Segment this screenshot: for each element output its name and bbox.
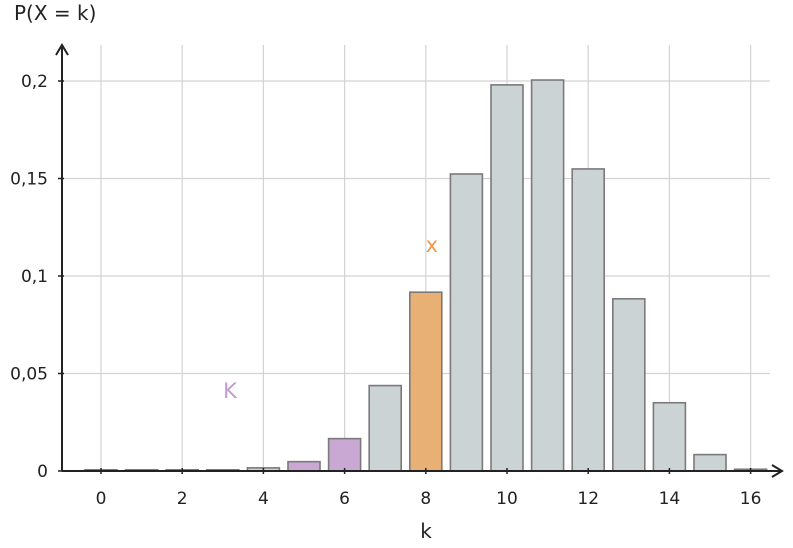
y-tick-label-1: 0,05 — [10, 365, 48, 385]
bar-k-8 — [408, 291, 443, 472]
bar-k-12 — [571, 168, 606, 472]
y-tick-label-0: 0 — [37, 462, 48, 482]
x-axis-arrow-icon — [771, 464, 784, 478]
bar-k-10 — [490, 84, 524, 472]
x-tick-label-14: 14 — [659, 489, 681, 509]
bar-k-13 — [611, 298, 646, 472]
x-tick-label-8: 8 — [420, 489, 431, 509]
bar-k-6 — [327, 437, 362, 472]
bar-k-11 — [530, 79, 565, 472]
x-tick-label-10: 10 — [496, 489, 518, 509]
bar-k-9 — [449, 173, 484, 472]
x-tick-label-4: 4 — [258, 489, 269, 509]
y-tick-label-2: 0,1 — [21, 267, 48, 287]
bar-k-7 — [368, 384, 403, 472]
x-tick-label-0: 0 — [96, 489, 107, 509]
bar-k-15 — [693, 453, 727, 472]
k-annotation: K — [223, 379, 238, 403]
x-tick-labels: 0 2 4 6 8 10 12 14 16 — [96, 468, 762, 509]
bar-k-14 — [652, 401, 687, 472]
x-tick-label-6: 6 — [339, 489, 350, 509]
y-tick-label-4: 0,2 — [21, 72, 48, 92]
y-axis-label: P(X = k) — [14, 1, 96, 25]
x-axis-label: k — [420, 519, 432, 543]
y-axis-arrow-icon — [55, 43, 69, 56]
y-tick-label-3: 0,15 — [10, 170, 48, 190]
y-tick-labels: 0 0,05 0,1 0,15 0,2 — [10, 72, 64, 482]
bar-k-5 — [287, 460, 321, 472]
x-tick-label-16: 16 — [740, 489, 762, 509]
x-tick-label-2: 2 — [177, 489, 188, 509]
x-tick-label-12: 12 — [577, 489, 599, 509]
x-annotation: x — [426, 233, 438, 257]
